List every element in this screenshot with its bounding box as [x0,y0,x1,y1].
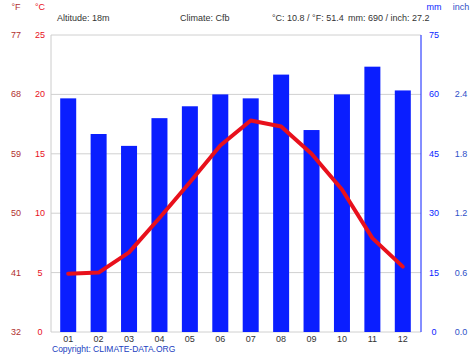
axis-title: inch [453,2,470,12]
tick-label: 0.0 [455,327,468,337]
line [68,121,403,274]
tick-label: 45 [429,149,439,159]
bar [121,146,137,332]
tick-label: 41 [11,268,21,278]
tick-label: 0.6 [455,268,468,278]
tick-label: 68 [11,89,21,99]
chart: °F324150596877°C0510152025mm01530456075i… [0,0,474,355]
tick-label: 0 [37,327,42,337]
header-text: °C: 10.8 / °F: 51.4 [272,13,344,23]
tick-label: 75 [429,30,439,40]
axis-title: °F [11,2,21,12]
tick-label: 1.2 [455,208,468,218]
tick-label: 5 [37,268,42,278]
tick-label: 60 [429,89,439,99]
x-tick-label: 09 [307,334,317,344]
bar [364,67,380,332]
x-tick-label: 08 [276,334,286,344]
bar [243,98,259,332]
x-tick-label: 04 [154,334,164,344]
x-tick-label: 06 [215,334,225,344]
tick-label: 20 [35,89,45,99]
tick-label: 2.4 [455,89,468,99]
x-tick-label: 05 [185,334,195,344]
tick-label: 59 [11,149,21,159]
x-tick-label: 01 [63,334,73,344]
plot-marks [60,67,411,332]
x-tick-label: 10 [337,334,347,344]
tick-label: 25 [35,30,45,40]
y2-axis-line [421,35,422,332]
tick-label: 30 [429,208,439,218]
copyright: Copyright: CLIMATE-DATA.ORG [52,344,175,354]
tick-label: 77 [11,30,21,40]
bar [273,75,289,332]
bar [395,90,411,332]
header-text: mm: 690 / inch: 27.2 [348,13,430,23]
bar [60,98,76,332]
x-tick-label: 07 [246,334,256,344]
tick-label: 50 [11,208,21,218]
grid-line [51,35,421,36]
bar [182,106,198,332]
x-tick-label: 12 [398,334,408,344]
axis-title: mm [427,2,442,12]
bar [91,134,107,332]
axis-title: °C [35,2,46,12]
tick-label: 15 [429,268,439,278]
header-text: Climate: Cfb [180,13,230,23]
tick-label: 0 [431,327,436,337]
y-axis-line [51,35,52,332]
x-tick-label: 03 [124,334,134,344]
tick-label: 32 [11,327,21,337]
bar [334,94,350,332]
tick-label: 1.8 [455,149,468,159]
tick-label: 15 [35,149,45,159]
x-tick-label: 11 [368,334,377,344]
x-tick-label: 02 [94,334,104,344]
tick-label: 10 [35,208,45,218]
header-text: Altitude: 18m [57,13,110,23]
bar [212,94,228,332]
